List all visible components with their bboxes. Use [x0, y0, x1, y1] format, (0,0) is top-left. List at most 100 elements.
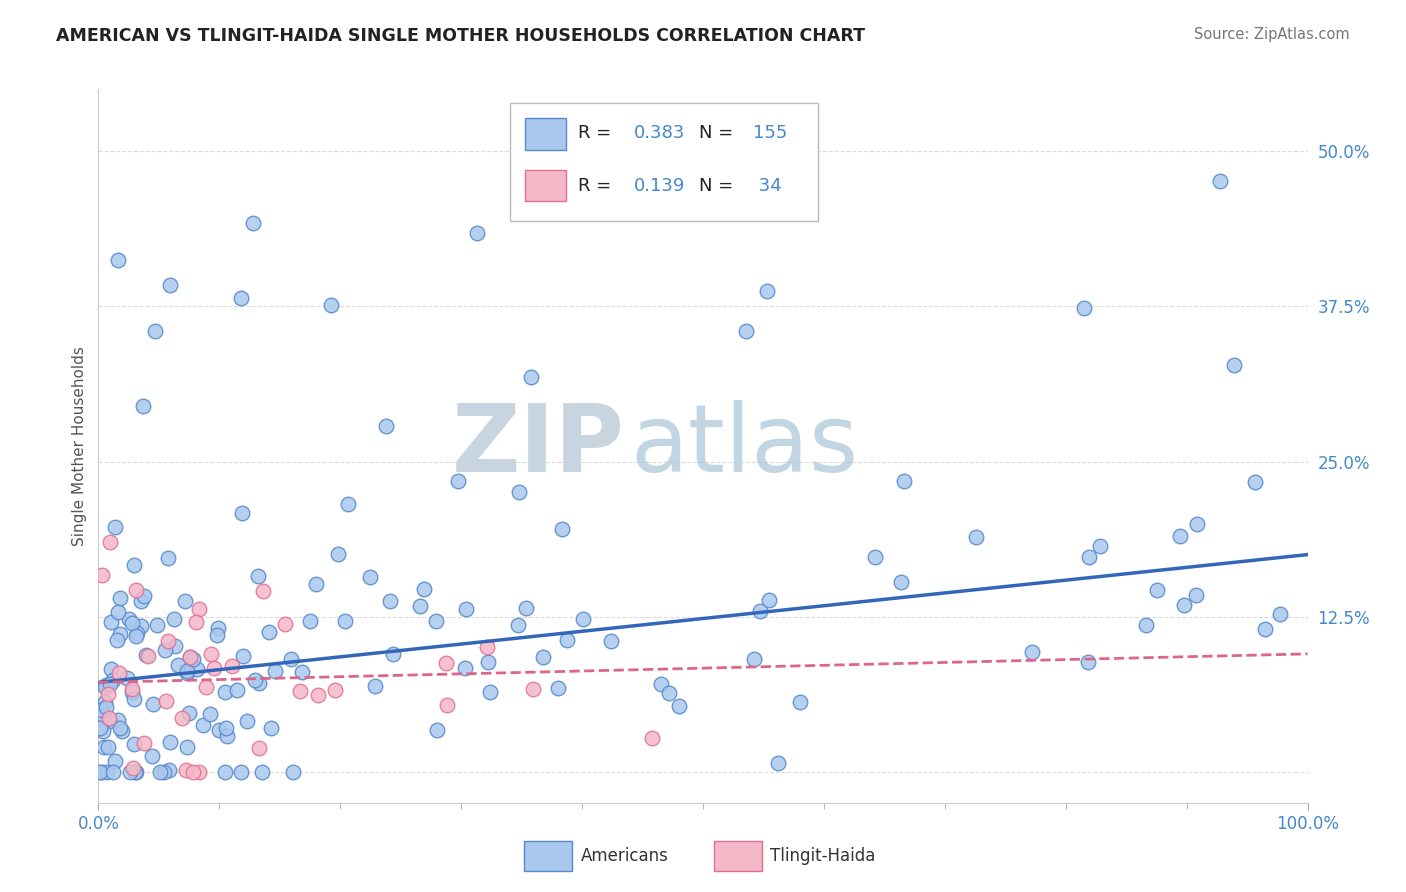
Text: R =: R =: [578, 124, 617, 142]
Point: [146, 618, 169, 632]
Point: [1244, 475, 1267, 490]
FancyBboxPatch shape: [526, 169, 567, 202]
Point: [755, 284, 778, 298]
Point: [98, 676, 121, 690]
Point: [229, 292, 252, 306]
Point: [436, 698, 458, 712]
Point: [758, 593, 780, 607]
Point: [94, 681, 117, 695]
Point: [214, 764, 236, 779]
Point: [231, 507, 253, 521]
Point: [101, 673, 124, 687]
Point: [122, 558, 145, 572]
Y-axis label: Single Mother Households: Single Mother Households: [72, 346, 87, 546]
Point: [108, 722, 131, 736]
Point: [447, 474, 470, 488]
Point: [260, 721, 283, 735]
Point: [1088, 539, 1111, 553]
Point: [118, 612, 141, 626]
Point: [378, 593, 401, 607]
Point: [893, 474, 915, 488]
Point: [163, 612, 186, 626]
Point: [125, 764, 148, 779]
Point: [181, 764, 204, 779]
Point: [1268, 607, 1291, 622]
Point: [242, 216, 264, 230]
FancyBboxPatch shape: [509, 103, 818, 221]
Point: [179, 650, 201, 665]
Point: [225, 682, 247, 697]
Point: [508, 484, 530, 499]
Point: [108, 591, 131, 605]
Point: [229, 764, 252, 779]
Point: [155, 693, 177, 707]
Point: [257, 625, 280, 640]
Point: [477, 655, 499, 669]
Point: [149, 764, 172, 779]
Text: 34: 34: [752, 177, 782, 194]
Point: [121, 685, 143, 699]
Point: [159, 277, 181, 292]
Point: [454, 601, 477, 615]
Point: [1185, 588, 1208, 602]
Point: [890, 575, 912, 590]
Point: [426, 723, 449, 737]
Point: [157, 551, 180, 566]
Point: [101, 764, 124, 779]
Point: [198, 706, 221, 721]
Point: [94, 695, 117, 709]
Point: [174, 763, 197, 777]
Point: [194, 680, 217, 694]
Point: [865, 549, 887, 564]
Point: [247, 675, 270, 690]
Point: [179, 649, 201, 664]
Point: [125, 629, 148, 643]
Point: [1254, 623, 1277, 637]
Point: [90, 703, 112, 717]
Text: 0.383: 0.383: [634, 124, 686, 142]
Point: [274, 616, 297, 631]
Point: [96, 764, 118, 779]
Point: [247, 741, 270, 756]
Point: [1077, 655, 1099, 669]
Point: [247, 569, 270, 583]
Point: [409, 599, 432, 613]
Text: 0.139: 0.139: [634, 177, 686, 194]
Point: [121, 681, 143, 696]
Point: [141, 749, 163, 764]
Point: [159, 764, 181, 778]
Point: [181, 652, 204, 666]
Point: [202, 661, 225, 675]
Point: [333, 614, 356, 628]
Point: [105, 633, 128, 648]
Point: [281, 764, 304, 779]
Point: [298, 615, 321, 629]
Point: [425, 614, 447, 628]
Point: [515, 601, 537, 615]
Point: [205, 628, 228, 642]
Point: [766, 756, 789, 770]
Point: [326, 547, 349, 561]
Point: [1073, 301, 1095, 316]
Point: [108, 665, 131, 680]
Point: [125, 582, 148, 597]
Point: [965, 530, 987, 544]
Point: [122, 761, 145, 775]
Point: [479, 685, 502, 699]
Point: [381, 647, 404, 661]
Point: [250, 764, 273, 779]
Point: [236, 714, 259, 729]
Point: [176, 740, 198, 755]
Point: [143, 324, 166, 338]
Point: [1223, 358, 1246, 372]
Point: [122, 737, 145, 751]
Point: [93, 740, 115, 755]
Point: [121, 615, 143, 630]
Point: [1146, 583, 1168, 598]
Point: [127, 626, 149, 640]
Point: [89, 764, 111, 779]
Point: [263, 664, 285, 678]
Point: [522, 681, 544, 696]
Point: [131, 594, 153, 608]
Point: [172, 711, 194, 725]
